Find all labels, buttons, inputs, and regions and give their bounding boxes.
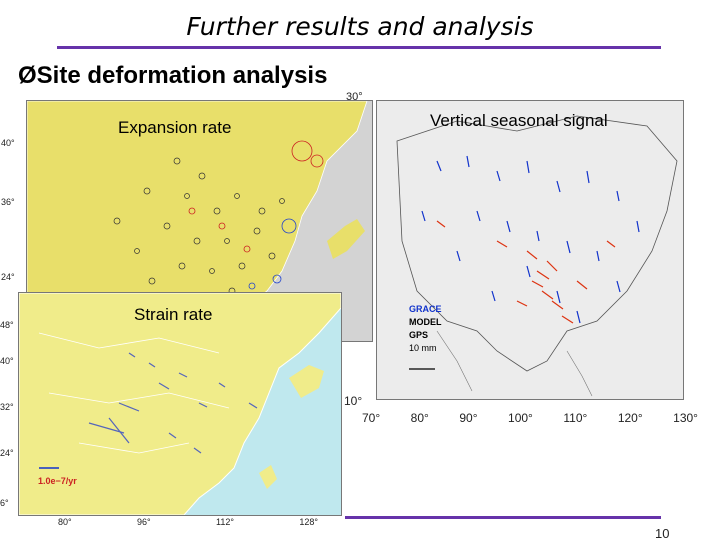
strain-lat-tick-1: 48° bbox=[0, 320, 14, 330]
strain-lon-tick-2: 96° bbox=[137, 517, 151, 527]
strain-lon-tick-3: 112° bbox=[216, 517, 234, 527]
strain-lat-tick-5: 6° bbox=[0, 498, 9, 508]
strain-lon-ticks: 80° 96° 112° 128° bbox=[58, 517, 318, 527]
expansion-rate-label: Expansion rate bbox=[118, 118, 232, 137]
lon-tick-80: 80° bbox=[410, 411, 429, 425]
lon-tick-100: 100° bbox=[508, 411, 533, 425]
lon-tick-110: 110° bbox=[563, 411, 588, 425]
seasonal-lon-ticks: 70° 80° 90° 100° 110° 120° 130° bbox=[362, 411, 698, 425]
seasonal-signal-label: Vertical seasonal signal bbox=[430, 111, 608, 130]
legend-grace: GRACE bbox=[409, 304, 442, 314]
legend-gps: GPS bbox=[409, 330, 429, 340]
expansion-tick-left-3: 24° bbox=[1, 272, 15, 282]
strain-rate-label: Strain rate bbox=[134, 305, 213, 324]
legend-model: MODEL bbox=[409, 317, 442, 327]
bottom-rule bbox=[345, 516, 661, 519]
slide-title: Further results and analysis bbox=[186, 12, 534, 41]
seasonal-map-graphic bbox=[377, 101, 683, 399]
seasonal-red-arrows bbox=[436, 220, 616, 324]
strain-lon-tick-4: 128° bbox=[299, 517, 318, 527]
strain-rate-map bbox=[18, 292, 342, 516]
page-number: 10 bbox=[655, 526, 670, 541]
section-heading: ØSite deformation analysis bbox=[18, 62, 327, 90]
seasonal-lat-label: 10° bbox=[344, 394, 363, 408]
section-heading-text: Site deformation analysis bbox=[36, 62, 328, 89]
expansion-blue-circles bbox=[248, 218, 297, 290]
expansion-red-circles bbox=[188, 140, 324, 253]
strain-lat-tick-2: 40° bbox=[0, 356, 14, 366]
strain-boundaries bbox=[38, 332, 230, 454]
strain-scale-label: 1.0e−7/yr bbox=[38, 476, 77, 486]
expansion-tick-left-2: 36° bbox=[1, 197, 15, 207]
seasonal-legend: GRACE MODEL GPS 10 mm bbox=[409, 303, 442, 355]
lon-tick-90: 90° bbox=[459, 411, 478, 425]
expansion-tick-top: 30° bbox=[346, 91, 363, 103]
title-underline bbox=[57, 46, 661, 49]
seasonal-signal-map bbox=[376, 100, 684, 400]
lon-tick-70: 70° bbox=[362, 411, 381, 425]
strain-map-graphic bbox=[19, 293, 341, 515]
strain-lon-tick-1: 80° bbox=[58, 517, 72, 527]
lon-tick-120: 120° bbox=[617, 411, 643, 425]
strain-lat-tick-4: 24° bbox=[0, 448, 14, 458]
lon-tick-130: 130° bbox=[673, 411, 698, 425]
expansion-tick-left-1: 40° bbox=[1, 138, 15, 148]
strain-arrows bbox=[88, 352, 258, 454]
seasonal-blue-arrows bbox=[421, 155, 640, 324]
legend-scale: 10 mm bbox=[409, 343, 437, 353]
strain-lat-tick-3: 32° bbox=[0, 402, 14, 412]
expansion-circles bbox=[113, 157, 285, 295]
bullet-arrow-icon: Ø bbox=[18, 62, 37, 89]
